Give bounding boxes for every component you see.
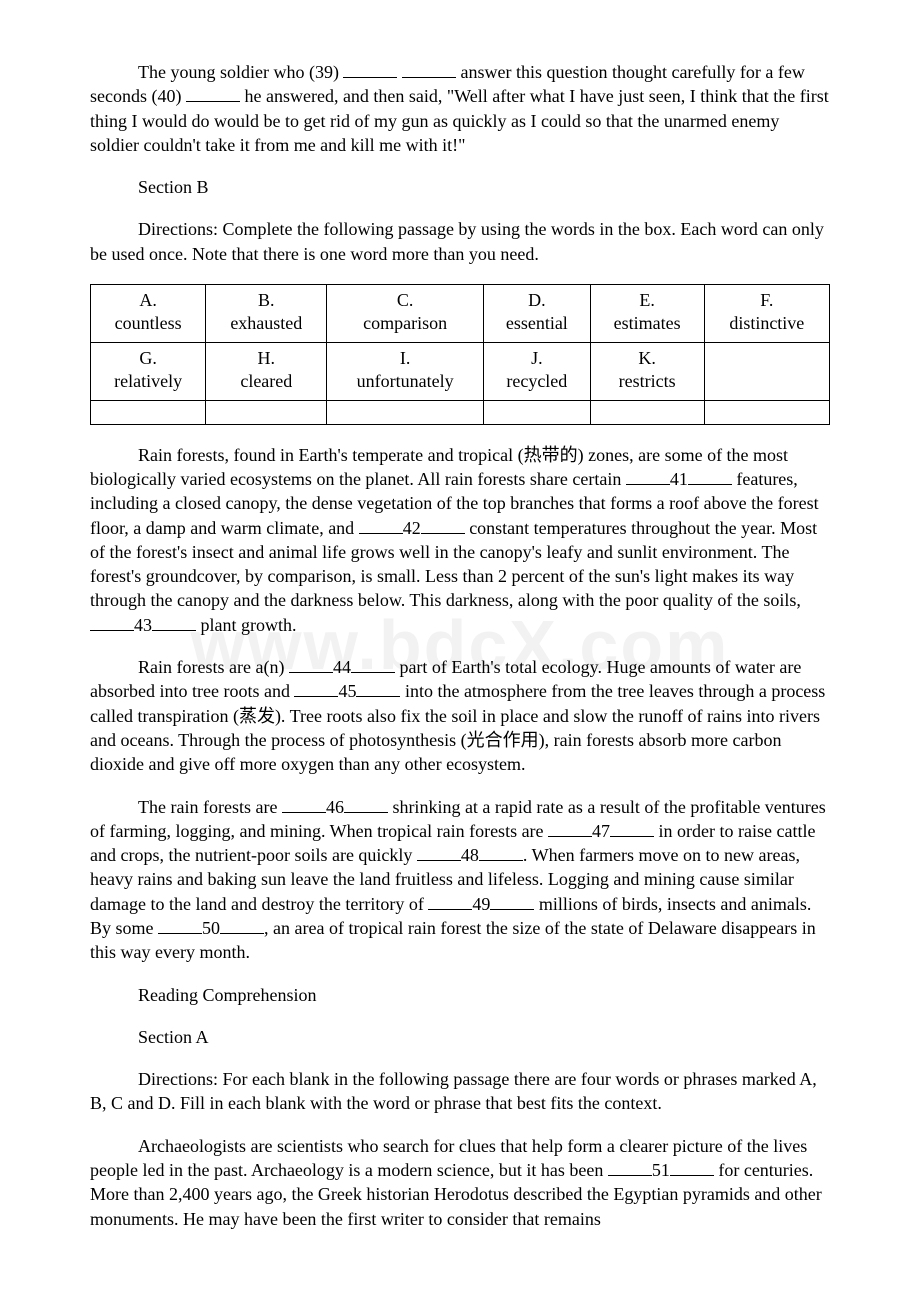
cell-word: exhausted — [212, 312, 320, 335]
wordbox-row-empty — [91, 400, 830, 424]
cell-word: unfortunately — [333, 370, 477, 393]
blank-51-num: 51 — [652, 1160, 670, 1180]
cell-word: cleared — [212, 370, 320, 393]
cell-label: B. — [212, 289, 320, 312]
wordbox-empty-cell — [483, 400, 590, 424]
blank-43-num: 43 — [134, 615, 152, 635]
blank-45-num: 45 — [338, 681, 356, 701]
blank-50-num: 50 — [202, 918, 220, 938]
blank-50[interactable] — [158, 916, 202, 934]
wordbox-empty-cell — [91, 400, 206, 424]
wordbox-cell: A.countless — [91, 285, 206, 343]
rf-p1-d: plant growth. — [196, 615, 297, 635]
blank-44[interactable] — [289, 655, 333, 673]
blank-45[interactable] — [294, 679, 338, 697]
wordbox-cell — [704, 342, 829, 400]
rf-p3-a: The rain forests are — [138, 797, 282, 817]
wordbox-cell: C.comparison — [327, 285, 484, 343]
wordbox-row-1: A.countless B.exhausted C.comparison D.e… — [91, 285, 830, 343]
cell-word: relatively — [97, 370, 199, 393]
cell-word: comparison — [333, 312, 477, 335]
cell-label: I. — [333, 347, 477, 370]
blank-48[interactable] — [417, 843, 461, 861]
blank-49[interactable] — [428, 892, 472, 910]
blank-46-num: 46 — [326, 797, 344, 817]
section-b-title: Section B — [90, 175, 830, 199]
blank-50b[interactable] — [220, 916, 264, 934]
rainforest-p1: Rain forests, found in Earth's temperate… — [90, 443, 830, 637]
blank-48-num: 48 — [461, 845, 479, 865]
blank-43b[interactable] — [152, 613, 196, 631]
rf-p2-a: Rain forests are a(n) — [138, 657, 289, 677]
wordbox-cell: J.recycled — [483, 342, 590, 400]
wordbox-empty-cell — [206, 400, 327, 424]
blank-47[interactable] — [548, 819, 592, 837]
reading-p1: Archaeologists are scientists who search… — [90, 1134, 830, 1231]
cell-label: A. — [97, 289, 199, 312]
blank-44-num: 44 — [333, 657, 351, 677]
blank-39a[interactable] — [343, 60, 397, 78]
blank-46[interactable] — [282, 795, 326, 813]
wordbox-cell: I.unfortunately — [327, 342, 484, 400]
rainforest-p3: The rain forests are 46 shrinking at a r… — [90, 795, 830, 965]
wordbox-cell: E.estimates — [590, 285, 704, 343]
blank-51b[interactable] — [670, 1158, 714, 1176]
cell-word: countless — [97, 312, 199, 335]
wordbox-cell: H.cleared — [206, 342, 327, 400]
wordbox-empty-cell — [327, 400, 484, 424]
passage1-paragraph: The young soldier who (39) answer this q… — [90, 60, 830, 157]
blank-51[interactable] — [608, 1158, 652, 1176]
blank-42-num: 42 — [403, 518, 421, 538]
cell-label: F. — [711, 289, 823, 312]
cell-label: C. — [333, 289, 477, 312]
blank-43[interactable] — [90, 613, 134, 631]
blank-41-num: 41 — [670, 469, 688, 489]
blank-44b[interactable] — [351, 655, 395, 673]
cell-word: recycled — [490, 370, 584, 393]
cell-label: J. — [490, 347, 584, 370]
rainforest-p2: Rain forests are a(n) 44 part of Earth's… — [90, 655, 830, 776]
blank-46b[interactable] — [344, 795, 388, 813]
blank-47-num: 47 — [592, 821, 610, 841]
cell-word: estimates — [597, 312, 698, 335]
wordbox-empty-cell — [704, 400, 829, 424]
cell-word: restricts — [597, 370, 698, 393]
blank-39b[interactable] — [402, 60, 456, 78]
wordbox-table: A.countless B.exhausted C.comparison D.e… — [90, 284, 830, 425]
blank-45b[interactable] — [356, 679, 400, 697]
wordbox-cell: G.relatively — [91, 342, 206, 400]
blank-47b[interactable] — [610, 819, 654, 837]
cell-label: H. — [212, 347, 320, 370]
section-a-directions: Directions: For each blank in the follow… — [90, 1067, 830, 1116]
cell-label: E. — [597, 289, 698, 312]
p1-text-a: The young soldier who (39) — [138, 62, 343, 82]
section-b-directions: Directions: Complete the following passa… — [90, 217, 830, 266]
blank-49-num: 49 — [472, 894, 490, 914]
wordbox-cell: F.distinctive — [704, 285, 829, 343]
wordbox-empty-cell — [590, 400, 704, 424]
wordbox-cell: B.exhausted — [206, 285, 327, 343]
blank-48b[interactable] — [479, 843, 523, 861]
cell-label: K. — [597, 347, 698, 370]
wordbox-cell: D.essential — [483, 285, 590, 343]
blank-41b[interactable] — [688, 467, 732, 485]
cell-label: D. — [490, 289, 584, 312]
blank-42b[interactable] — [421, 516, 465, 534]
wordbox-row-2: G.relatively H.cleared I.unfortunately J… — [91, 342, 830, 400]
blank-42[interactable] — [359, 516, 403, 534]
blank-41[interactable] — [626, 467, 670, 485]
cell-word: distinctive — [711, 312, 823, 335]
wordbox-cell: K.restricts — [590, 342, 704, 400]
cell-label: G. — [97, 347, 199, 370]
blank-49b[interactable] — [490, 892, 534, 910]
section-a-title: Section A — [90, 1025, 830, 1049]
cell-word: essential — [490, 312, 584, 335]
blank-40[interactable] — [186, 84, 240, 102]
reading-comprehension-title: Reading Comprehension — [90, 983, 830, 1007]
